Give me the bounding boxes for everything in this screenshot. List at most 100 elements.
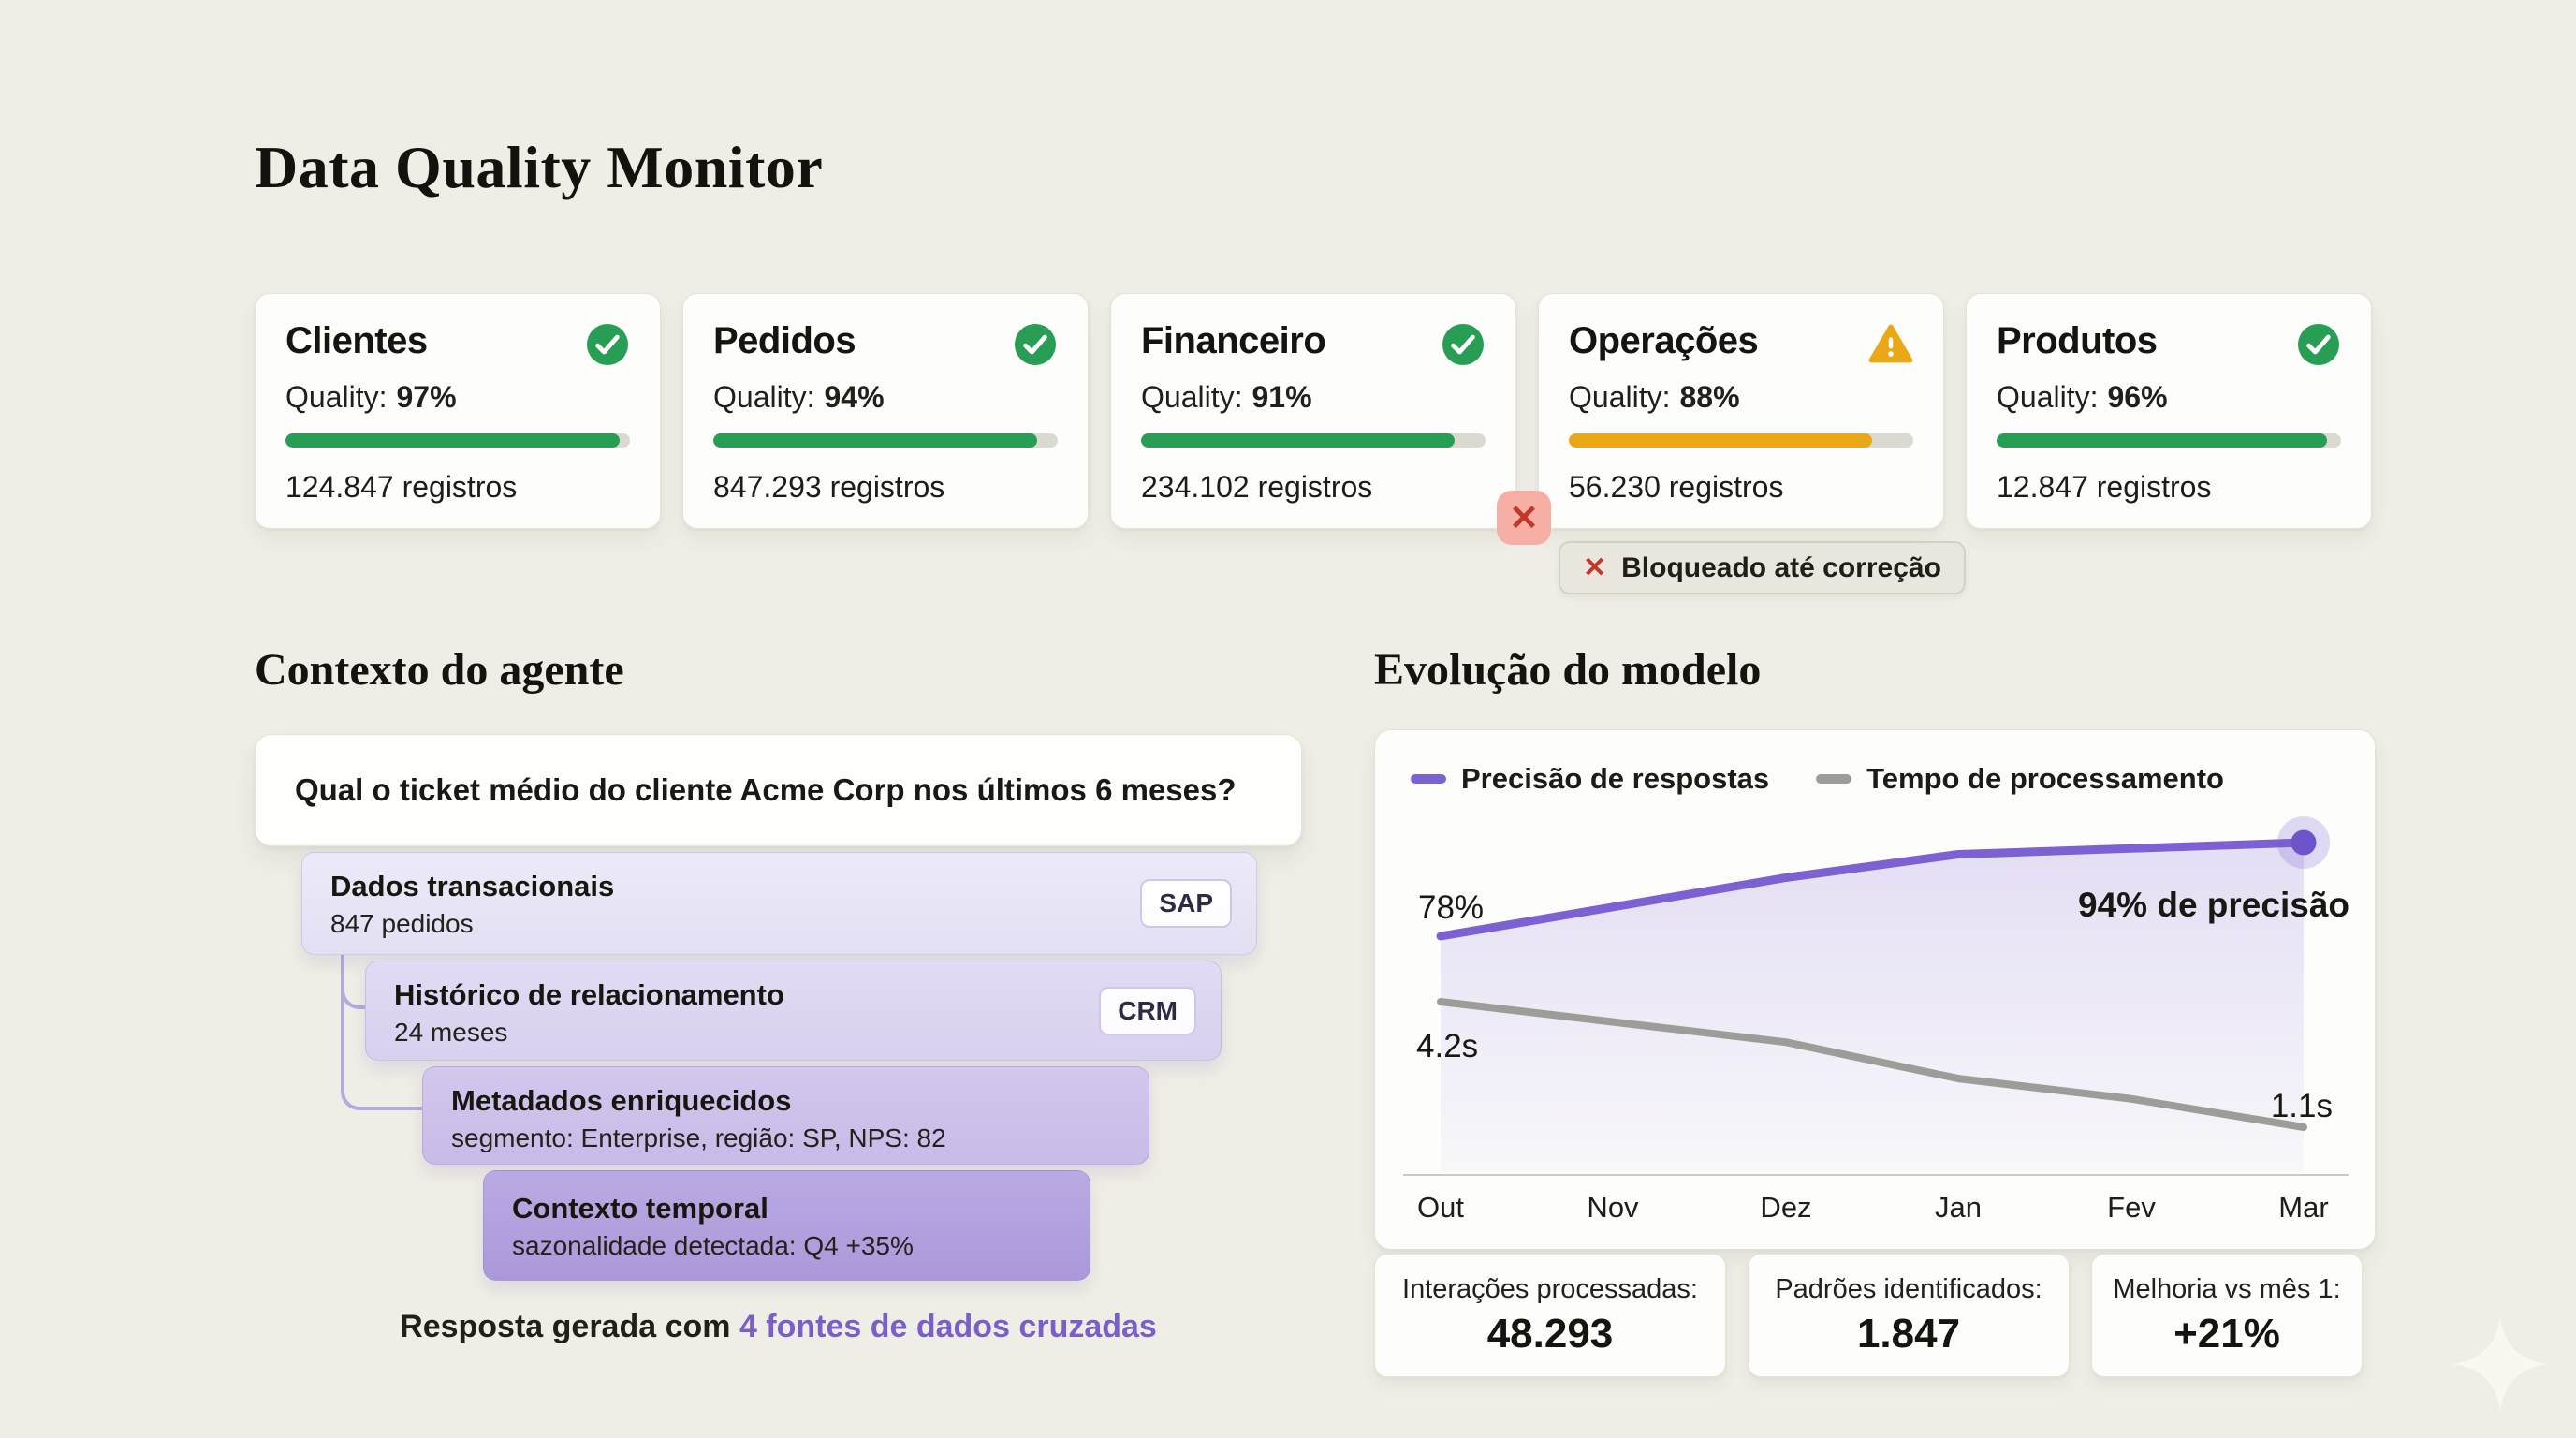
check-circle-icon: [1441, 322, 1486, 367]
records-count: 124.847 registros: [285, 470, 518, 504]
dataset-name: Pedidos: [713, 320, 856, 361]
quality-value: 97%: [396, 380, 457, 414]
quality-line: Quality: 96%: [1997, 380, 2341, 415]
accuracy-end-dot: [2291, 829, 2317, 856]
layer-title: Metadados enriquecidos: [451, 1084, 792, 1117]
accuracy-start-label: 78%: [1418, 889, 1485, 926]
dataset-card-operacoes[interactable]: Operações Quality: 88% 56.230 registros: [1538, 293, 1944, 529]
context-layer-dados-transacionais[interactable]: Dados transacionais 847 pedidos SAP: [301, 852, 1257, 955]
dataset-name: Produtos: [1997, 320, 2158, 361]
x-tick-out: Out: [1417, 1191, 1464, 1224]
time-start-label: 4.2s: [1416, 1028, 1479, 1064]
context-section-heading: Contexto do agente: [255, 645, 624, 695]
x-tick-dez: Dez: [1760, 1191, 1812, 1224]
stat-value: +21%: [2174, 1310, 2280, 1357]
quality-line: Quality: 97%: [285, 380, 630, 415]
context-layer-historico[interactable]: Histórico de relacionamento 24 meses CRM: [365, 961, 1222, 1061]
quality-line: Quality: 94%: [713, 380, 1058, 415]
warning-triangle-icon: [1868, 322, 1913, 367]
layer-connector-line: [341, 951, 424, 1110]
x-icon: ✕: [1583, 551, 1607, 583]
sparkle-icon: [2452, 1316, 2548, 1412]
quality-label: Quality:: [285, 380, 388, 414]
layer-title: Dados transacionais: [330, 870, 615, 902]
dataset-name: Clientes: [285, 320, 428, 361]
legend-label: Tempo de processamento: [1866, 762, 2224, 795]
stat-value: 1.847: [1856, 1310, 1961, 1357]
evolution-section-heading: Evolução do modelo: [1374, 645, 1762, 695]
x-axis-line: [1403, 1174, 2349, 1176]
legend-dash-purple: [1411, 774, 1446, 784]
model-evolution-chart-card: Precisão de respostas Tempo de processam…: [1374, 729, 2376, 1250]
source-tag-sap: SAP: [1140, 879, 1232, 928]
quality-progressbar-fill: [1997, 433, 2328, 448]
footer-prefix: Resposta gerada com: [400, 1309, 739, 1344]
agent-query-text: Qual o ticket médio do cliente Acme Corp…: [295, 772, 1237, 807]
layer-title: Histórico de relacionamento: [394, 978, 784, 1011]
dataset-card-financeiro[interactable]: Financeiro Quality: 91% 234.102 registros: [1110, 293, 1516, 529]
quality-label: Quality:: [713, 380, 815, 414]
quality-value: 88%: [1679, 380, 1740, 414]
stat-label: Padrões identificados:: [1775, 1273, 2042, 1304]
layer-subtitle: sazonalidade detectada: Q4 +35%: [512, 1231, 914, 1260]
check-circle-icon: [2296, 322, 2341, 367]
quality-value: 94%: [824, 380, 885, 414]
records-count: 234.102 registros: [1141, 470, 1373, 504]
blocked-x-icon: ✕: [1497, 491, 1551, 545]
quality-progressbar: [285, 433, 630, 448]
context-footer: Resposta gerada com 4 fontes de dados cr…: [255, 1309, 1302, 1345]
accuracy-end-label: 94% de precisão: [2078, 886, 2349, 924]
blocked-status-label: Bloqueado até correção: [1621, 551, 1941, 583]
legend-label: Precisão de respostas: [1461, 762, 1770, 795]
quality-progressbar: [713, 433, 1058, 448]
records-count: 847.293 registros: [713, 470, 945, 504]
legend-item-precisao: Precisão de respostas: [1411, 762, 1769, 796]
x-tick-mar: Mar: [2278, 1191, 2329, 1224]
records-count: 12.847 registros: [1997, 470, 2212, 504]
quality-value: 96%: [2107, 380, 2168, 414]
check-circle-icon: [585, 322, 630, 367]
stat-label: Interações processadas:: [1402, 1273, 1698, 1304]
stat-card-padroes: Padrões identificados: 1.847: [1748, 1254, 2070, 1377]
time-end-label: 1.1s: [2270, 1088, 2333, 1124]
agent-query-card: Qual o ticket médio do cliente Acme Corp…: [255, 734, 1302, 846]
x-tick-nov: Nov: [1587, 1191, 1639, 1224]
chart-legend: Precisão de respostas Tempo de processam…: [1411, 762, 2224, 796]
quality-value: 91%: [1251, 380, 1312, 414]
quality-line: Quality: 91%: [1141, 380, 1486, 415]
context-layer-temporal[interactable]: Contexto temporal sazonalidade detectada…: [483, 1170, 1090, 1281]
stat-card-interacoes: Interações processadas: 48.293: [1374, 1254, 1726, 1377]
accuracy-area-fill: [1441, 843, 2304, 1172]
dataset-name: Operações: [1569, 320, 1759, 361]
page-title: Data Quality Monitor: [255, 134, 824, 200]
data-sources-link[interactable]: 4 fontes de dados cruzadas: [739, 1309, 1157, 1344]
quality-label: Quality:: [1997, 380, 2099, 414]
context-layer-metadados[interactable]: Metadados enriquecidos segmento: Enterpr…: [422, 1066, 1149, 1165]
quality-progressbar-fill: [1141, 433, 1455, 448]
quality-progressbar-fill: [1569, 433, 1872, 448]
check-circle-icon: [1013, 322, 1058, 367]
quality-progressbar-fill: [285, 433, 620, 448]
line-chart: [1436, 816, 2330, 1172]
accuracy-line: [1436, 838, 2308, 941]
layer-subtitle: 24 meses: [394, 1018, 508, 1047]
stat-card-melhoria: Melhoria vs mês 1: +21%: [2091, 1254, 2363, 1377]
legend-dash-gray: [1816, 774, 1852, 784]
processing-time-line: [1437, 998, 2307, 1131]
stat-label: Melhoria vs mês 1:: [2113, 1273, 2341, 1304]
dataset-card-produtos[interactable]: Produtos Quality: 96% 12.847 registros: [1966, 293, 2372, 529]
stat-value: 48.293: [1486, 1310, 1614, 1357]
dataset-name: Financeiro: [1141, 320, 1326, 361]
quality-progressbar: [1569, 433, 1913, 448]
layer-subtitle: 847 pedidos: [330, 909, 474, 938]
quality-label: Quality:: [1569, 380, 1671, 414]
records-count: 56.230 registros: [1569, 470, 1784, 504]
layer-subtitle: segmento: Enterprise, região: SP, NPS: 8…: [451, 1123, 946, 1152]
quality-progressbar-fill: [713, 433, 1037, 448]
dataset-card-pedidos[interactable]: Pedidos Quality: 94% 847.293 registros: [682, 293, 1089, 529]
blocked-status-badge: ✕ Bloqueado até correção: [1559, 541, 1966, 594]
dataset-card-clientes[interactable]: Clientes Quality: 97% 124.847 registros: [255, 293, 661, 529]
quality-label: Quality:: [1141, 380, 1243, 414]
quality-progressbar: [1997, 433, 2341, 448]
